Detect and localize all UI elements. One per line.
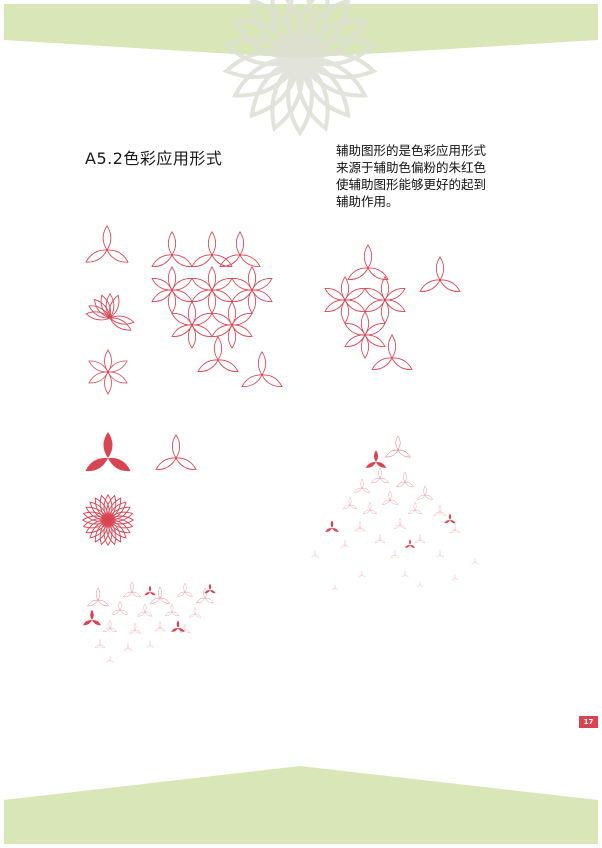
chrysanthemum-motif [81,493,135,547]
page-number: 17 [579,716,598,728]
description-line: 使辅助图形能够更好的起到 [336,177,487,192]
outline-tri-motif [154,435,198,473]
section-title: A5.2色彩应用形式 [85,149,223,168]
description-line: 辅助图形的是色彩应用形式 [336,143,487,158]
scatter-right [311,436,479,591]
tri-petal-motif [84,226,130,266]
scatter-left [87,582,215,663]
solid-tri-motif [83,432,133,475]
description-line: 辅助作用。 [336,194,399,209]
six-petal-motif [85,343,137,397]
ring-lattice [148,232,284,390]
watermark-flower [224,0,375,133]
fan-petal-motif [84,293,136,334]
scatter-left-solid [82,583,217,634]
description: 辅助图形的是色彩应用形式 来源于辅助色偏粉的朱红色 使辅助图形能够更好的起到 辅… [336,142,536,210]
hex-ring-lattice [321,245,462,373]
bottom-band [4,766,598,844]
description-line: 来源于辅助色偏粉的朱红色 [336,160,487,175]
